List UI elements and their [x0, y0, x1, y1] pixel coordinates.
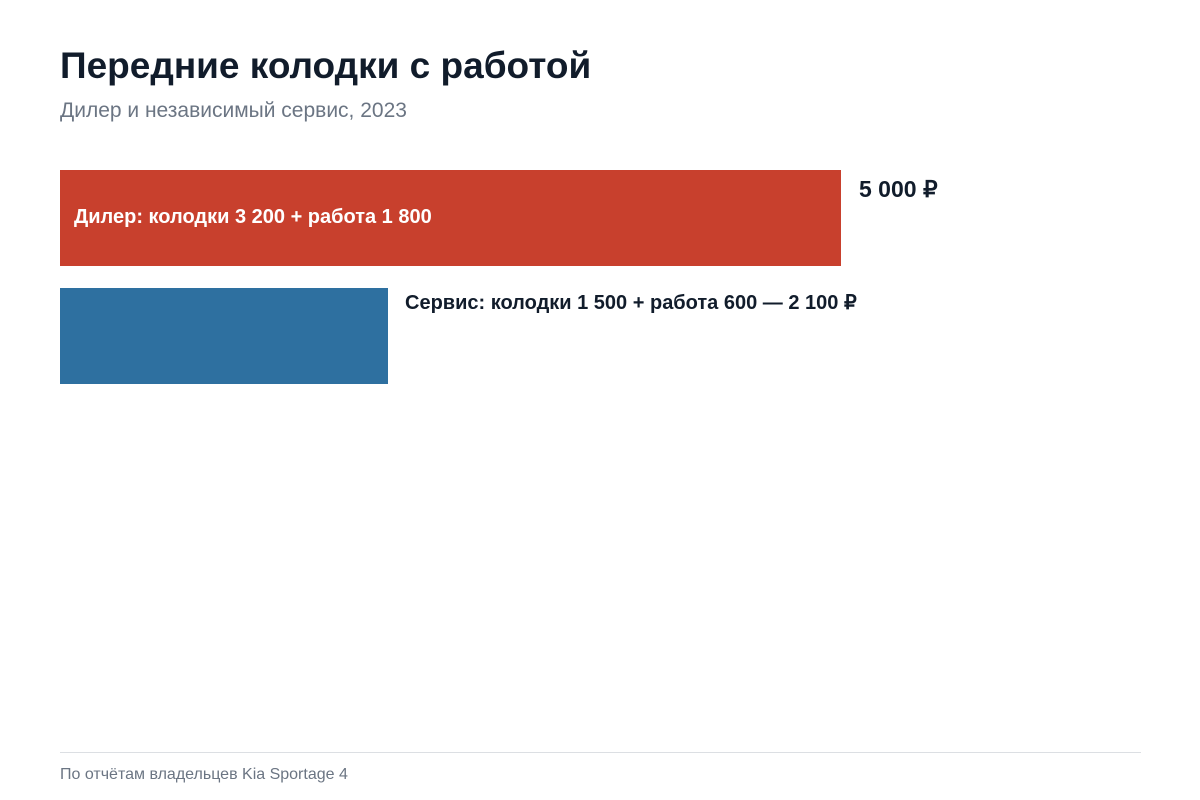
- bar-1: [60, 170, 841, 266]
- bar-label-1: Дилер: колодки 3 200 + работа 1 800: [74, 206, 432, 228]
- bar-total-label-1: 5 000 ₽: [859, 176, 938, 202]
- chart-title: Передние колодки с работой: [60, 45, 592, 86]
- chart-subtitle: Дилер и независимый сервис, 2023: [60, 99, 407, 122]
- bar-2: [60, 288, 388, 384]
- bar-label-2: Сервис: колодки 1 500 + работа 600 — 2 1…: [405, 292, 857, 314]
- footer-divider: [60, 752, 1141, 753]
- source-note: По отчётам владельцев Kia Sportage 4: [60, 766, 348, 783]
